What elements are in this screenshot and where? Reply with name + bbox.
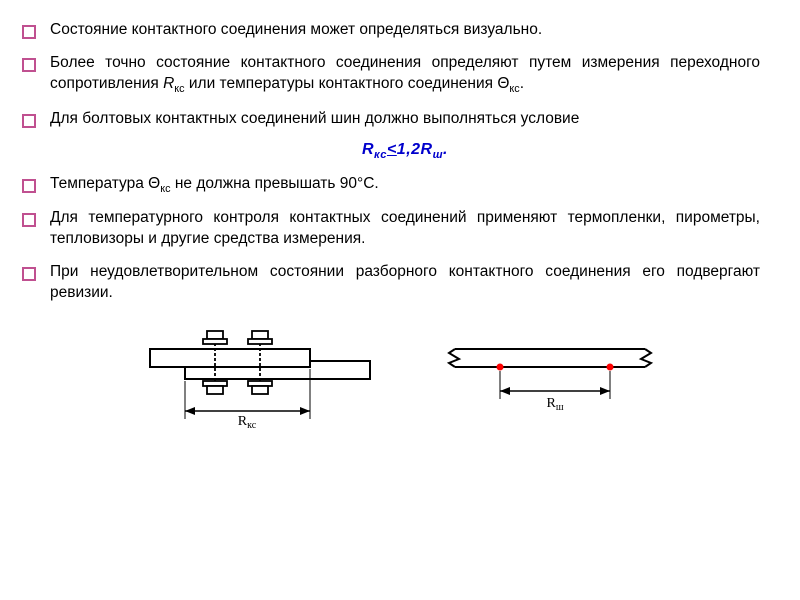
diagrams-row: Rкс Rш	[50, 319, 760, 429]
bullet-list: Состояние контактного соединения может о…	[50, 20, 760, 129]
bullet-item: Состояние контактного соединения может о…	[50, 20, 760, 41]
bullet-item: Для болтовых контактных соединений шин д…	[50, 109, 760, 130]
svg-text:Rкс: Rкс	[238, 414, 257, 429]
svg-text:Rш: Rш	[546, 396, 563, 413]
bullet-item: Температура Θкс не должна превышать 90°С…	[50, 174, 760, 197]
bolted-joint-diagram: Rкс	[145, 319, 375, 429]
bullet-item: При неудовлетворительном состоянии разбо…	[50, 262, 760, 304]
bullet-item: Для температурного контроля контактных с…	[50, 208, 760, 250]
formula-text: Rкс<1,2Rш.	[50, 141, 760, 161]
bullet-item: Более точно состояние контактного соедин…	[50, 53, 760, 97]
bullet-list-2: Температура Θкс не должна превышать 90°С…	[50, 174, 760, 304]
busbar-diagram: Rш	[435, 319, 665, 419]
